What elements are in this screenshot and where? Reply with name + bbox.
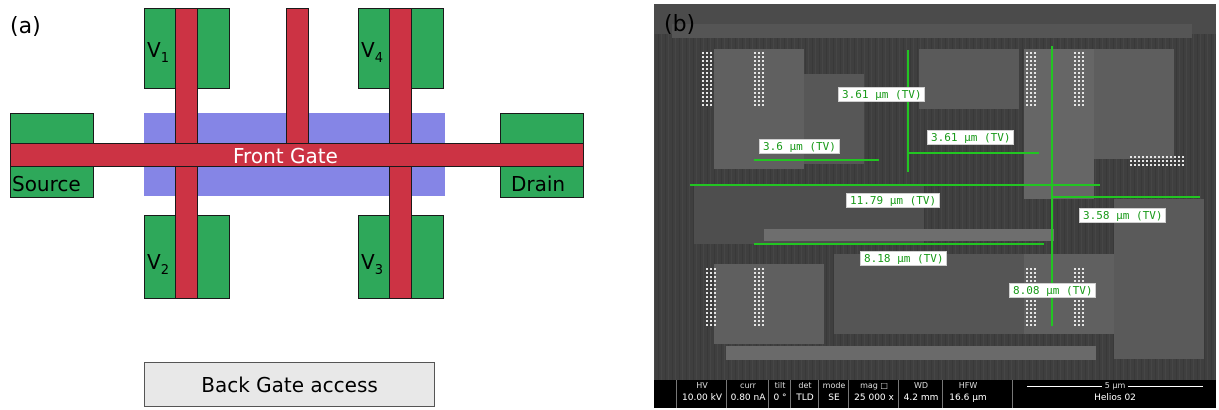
measure-line-3-58 <box>1052 196 1200 198</box>
info-tilt: tilt 0 ° <box>768 380 791 408</box>
label-v2: V2 <box>147 250 169 278</box>
back-gate-access-label: Back Gate access <box>201 372 378 397</box>
measure-line-3-6 <box>754 159 879 161</box>
measure-line-3-61-b <box>909 152 1039 154</box>
gate-finger-middle <box>286 8 309 145</box>
front-gate-bar <box>10 143 584 167</box>
measurement-label: 3.61 µm (TV) <box>927 130 1015 145</box>
measurement-label: 3.58 µm (TV) <box>1079 208 1167 223</box>
measurement-label: 3.6 µm (TV) <box>759 139 840 154</box>
info-hfw: HFW 16.6 µm <box>942 380 993 408</box>
label-v3: V3 <box>361 250 383 278</box>
sem-info-bar: HV 10.00 kV curr 0.80 nA tilt 0 ° det TLD mo… <box>654 380 1216 408</box>
back-gate-access-box: Back Gate access <box>144 362 435 407</box>
measure-line-8-18 <box>754 243 1044 245</box>
info-scale: 5 µm Helios 02 <box>1012 380 1216 408</box>
measurement-label: 11.79 µm (TV) <box>846 193 941 208</box>
info-curr: curr 0.80 nA <box>726 380 769 408</box>
info-hv: HV 10.00 kV <box>676 380 727 408</box>
panel-a-label: (a) <box>10 14 41 39</box>
measure-line-11-79 <box>690 184 1100 186</box>
instrument-name: Helios 02 <box>1094 393 1136 403</box>
info-mode: mode SE <box>818 380 849 408</box>
sem-micrograph: (b) 3.61 µm (TV) 3.61 µm (TV) 3.6 µm (TV… <box>654 4 1216 408</box>
label-v1: V1 <box>147 38 169 66</box>
panel-b-label: (b) <box>664 12 696 37</box>
measurement-label: 8.18 µm (TV) <box>860 251 948 266</box>
info-mag: mag □ 25 000 x <box>848 380 899 408</box>
info-det: det TLD <box>790 380 819 408</box>
front-gate-label: Front Gate <box>233 144 338 168</box>
info-wd: WD 4.2 mm <box>898 380 943 408</box>
label-drain: Drain <box>511 172 566 196</box>
measure-line-vertical-left <box>907 50 909 172</box>
label-v4: V4 <box>361 38 383 66</box>
scale-bar: 5 µm <box>1013 380 1216 392</box>
measurement-label: 3.61 µm (TV) <box>838 87 926 102</box>
measure-line-vertical-right <box>1051 46 1053 326</box>
measurement-label: 8.08 µm (TV) <box>1009 283 1097 298</box>
label-source: Source <box>12 172 81 196</box>
